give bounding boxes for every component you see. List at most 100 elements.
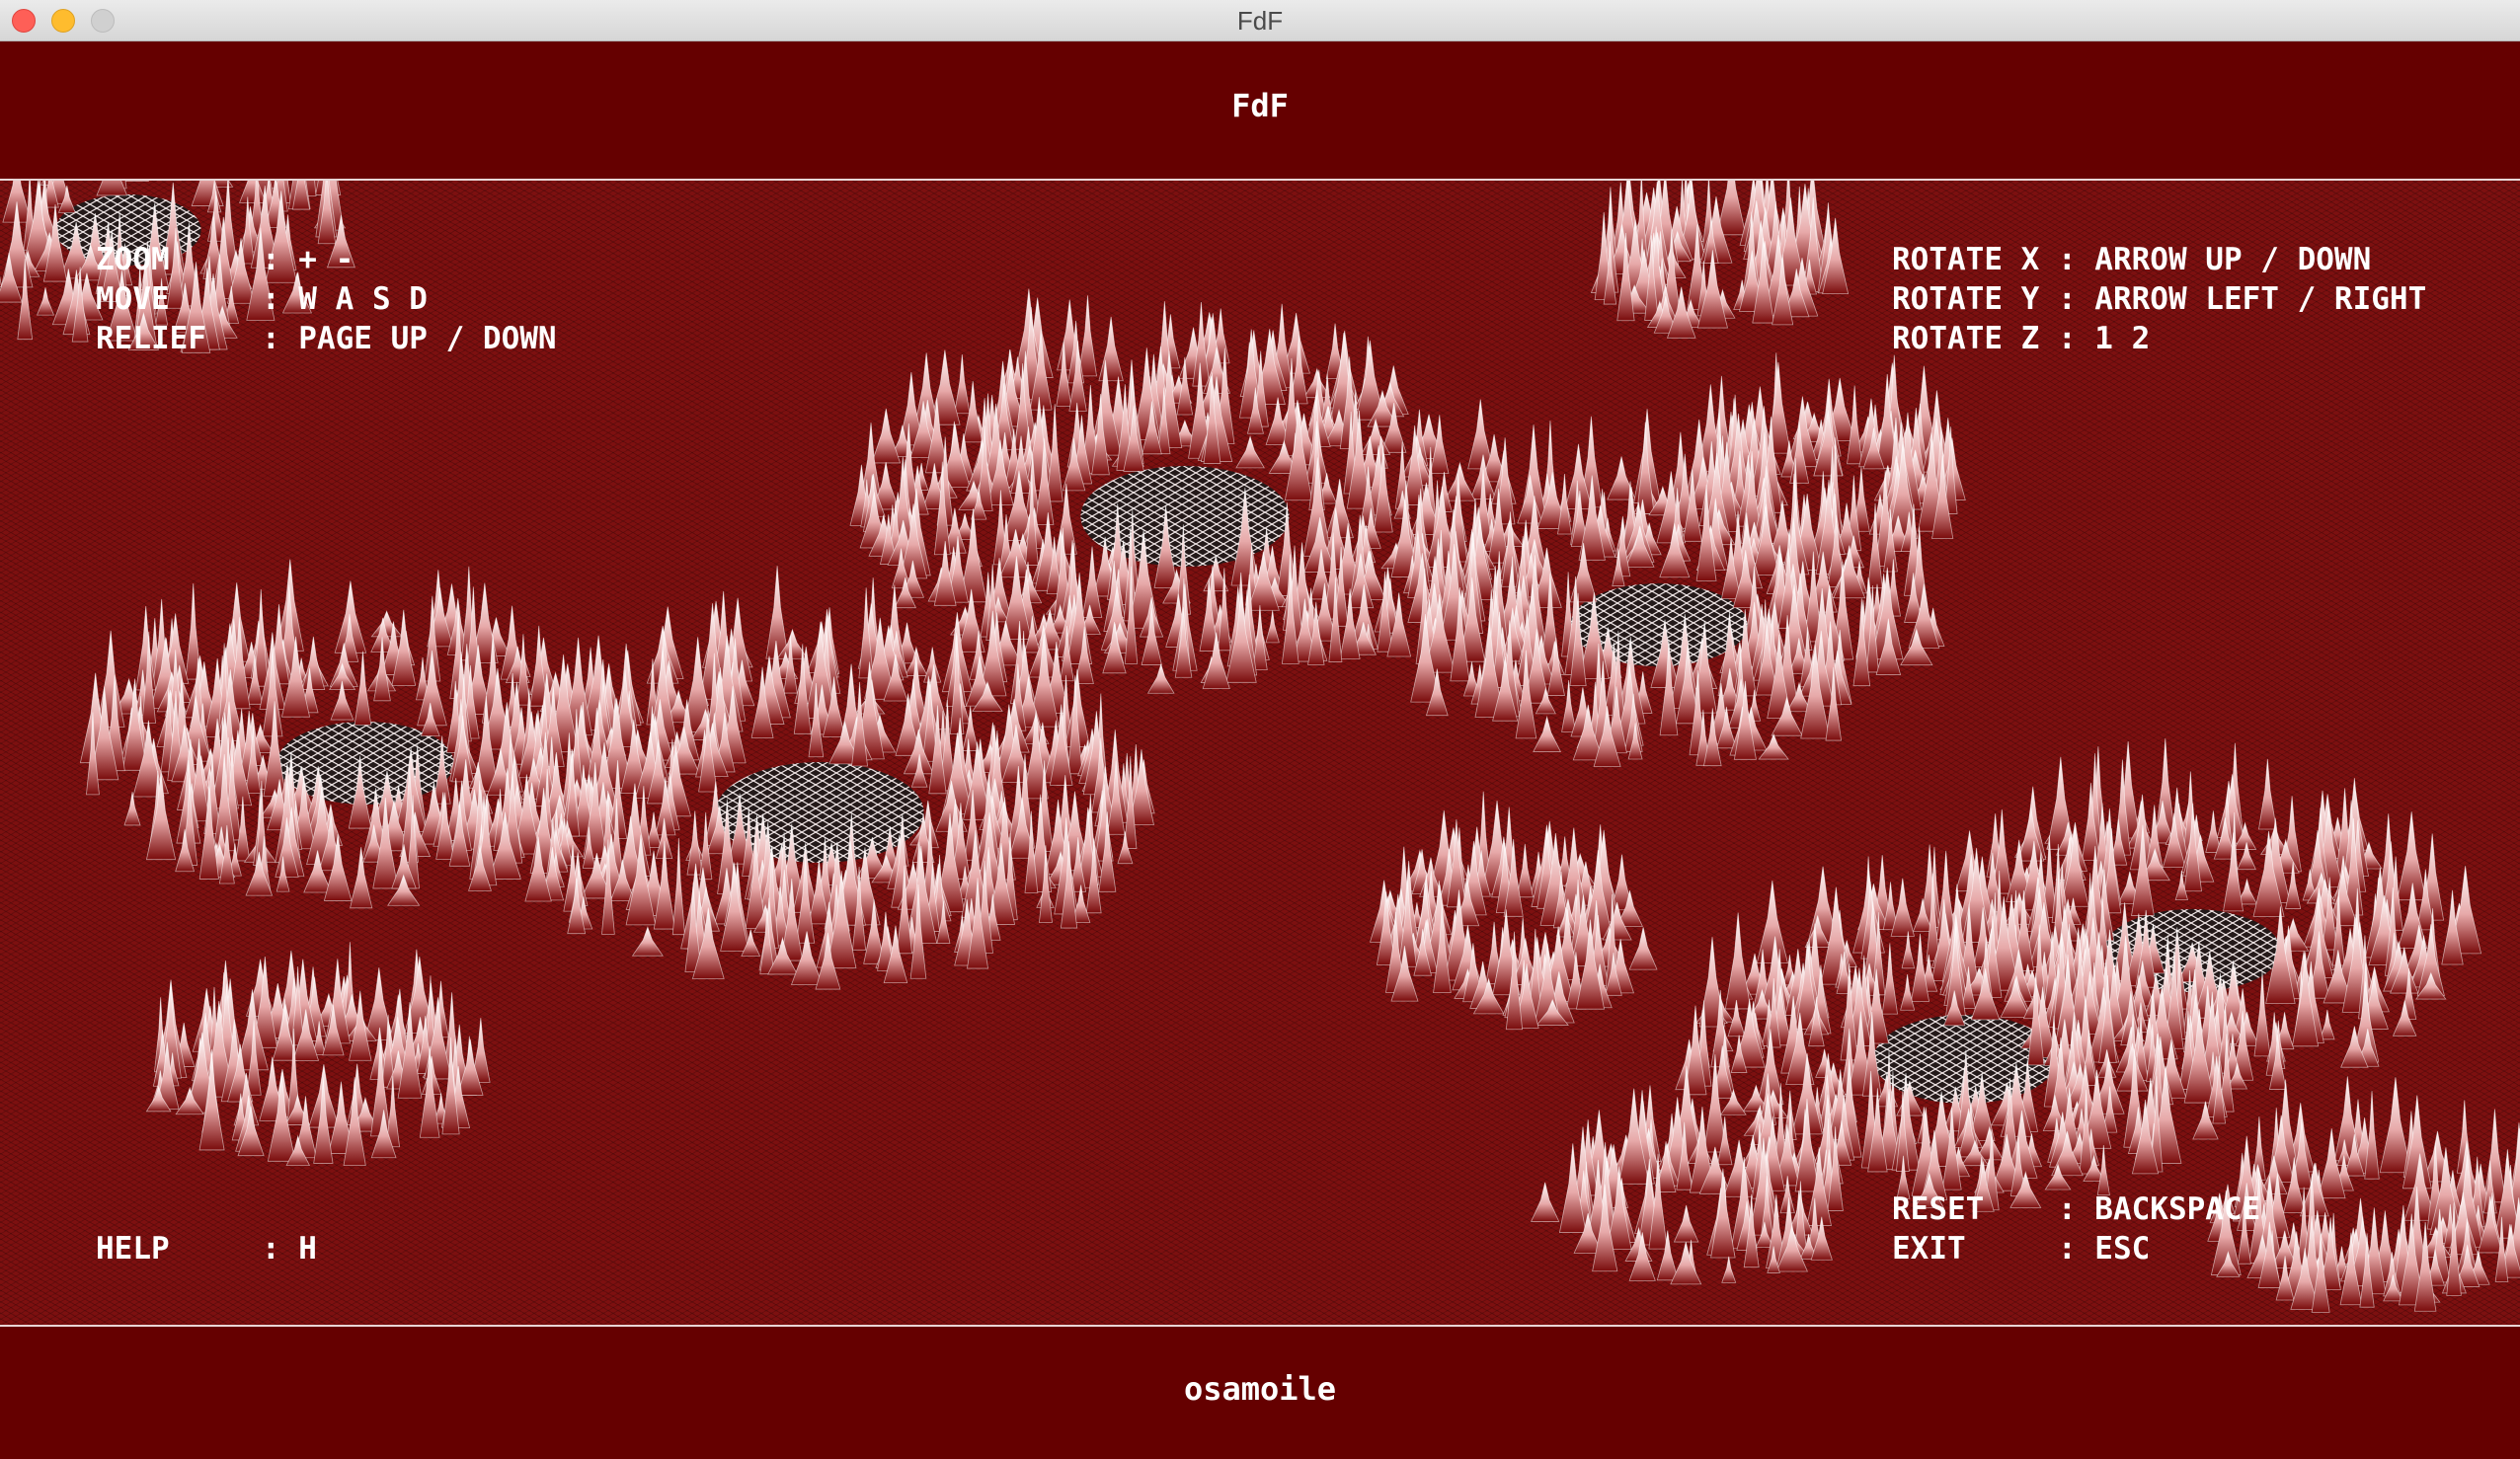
terrain-spike [765,566,789,659]
terrain-spike [1670,1242,1702,1285]
terrain-spike [631,925,664,957]
terrain-spike [123,792,141,826]
terrain-spike [2232,1010,2254,1081]
terrain-spike [979,610,1007,697]
terrain-spike [96,630,125,728]
terrain-spike [1721,1256,1737,1283]
terrain-spike [2027,972,2045,1066]
terrain-spike [448,801,471,867]
terrain-spike [1592,1184,1618,1272]
render-viewport[interactable]: ZOOM : + - MOVE : W A S D RELIEF : PAGE … [0,181,2520,1325]
footer-divider [0,1325,2520,1327]
exit-hint: EXIT : ESC [1892,1231,2151,1267]
terrain-spike [653,840,675,930]
terrain-spike [1535,686,1556,715]
terrain-spike [2096,1144,2110,1196]
terrain-spike [42,204,68,282]
terrain-spike [986,842,1016,925]
terrain-spike [2331,888,2345,966]
terrain-spike [385,1075,401,1148]
terrain-spike [883,653,908,702]
terrain-spike [275,817,299,878]
terrain-spike [986,439,1014,505]
terrain-spike [1883,508,1898,573]
wireframe-terrain [0,181,2520,1313]
terrain-spike [1910,933,1930,1002]
terrain-spike [1901,931,1916,969]
terrain-spike [354,651,372,726]
terrain-spike [2259,1155,2288,1194]
terrain-spike [1733,680,1757,760]
terrain-spike [1561,679,1577,732]
zoom-window-button[interactable] [91,9,115,33]
terrain-spike [1771,695,1803,736]
terrain-spike [2006,1110,2038,1179]
terrain-spike [457,1038,484,1096]
terrain-spike [1772,254,1794,326]
close-window-button[interactable] [12,9,36,33]
terrain-spike [1142,401,1162,455]
terrain-spike [1176,356,1194,416]
rotate-x-hint: ROTATE X : ARROW UP / DOWN [1892,242,2372,277]
terrain-spike [420,702,440,737]
terrain-spike [1070,884,1091,923]
terrain-spike [1616,232,1635,322]
terrain-spike [1943,990,1966,1027]
terrain-spike [301,636,326,690]
terrain-spike [1024,810,1039,893]
terrain-spike [959,508,987,603]
terrain-spike [1246,387,1264,434]
terrain-spike [2135,909,2158,988]
terrain-spike [1624,525,1655,568]
terrain-spike [691,907,725,979]
terrain-spike [2402,1095,2432,1190]
terrain-spike [808,682,825,758]
terrain-spike [313,1077,334,1164]
terrain-spike [245,851,274,896]
terrain-spike [947,536,969,603]
terrain-spike [1800,644,1831,739]
terrain-spike [1174,607,1193,678]
terrain-spike [2339,1232,2363,1306]
terrain-spike [2162,812,2186,869]
terrain-spike [1558,1143,1587,1233]
window-titlebar[interactable]: FdF [0,0,2520,41]
terrain-spike [1203,372,1221,464]
terrain-spike [2223,832,2244,912]
terrain-spike [1281,572,1299,664]
terrain-spike [1339,588,1361,659]
terrain-spike [349,990,372,1061]
terrain-spike [1659,640,1679,736]
minimize-window-button[interactable] [51,9,75,33]
terrain-spike [1557,474,1572,535]
terrain-spike [1867,502,1883,589]
terrain-spike [541,686,565,767]
terrain-spike [1961,966,1976,1009]
terrain-spike [0,275,2,287]
terrain-spike [1710,1168,1736,1259]
terrain-spike [815,932,841,990]
terrain-spike [1444,461,1476,501]
terrain-spike [1328,576,1343,662]
terrain-spike [1532,547,1562,608]
terrain-spike [699,811,713,881]
terrain-spike [1881,943,1898,1015]
terrain-spike [2101,828,2122,914]
terrain-spike [370,1110,397,1159]
terrain-spike [145,771,177,861]
terrain-spike [1252,604,1268,670]
terrain-spike [1398,881,1418,967]
terrain-spike [934,812,966,913]
terrain-spike [2392,1000,2417,1037]
terrain-spike [1282,312,1310,374]
terrain-spike [601,839,615,935]
terrain-spike [247,655,264,705]
terrain-spike [2236,878,2258,905]
terrain-spike [871,408,902,464]
terrain-spike [1945,926,1966,1017]
terrain-spike [285,1134,311,1167]
terrain-spike [852,867,867,951]
terrain-spike [2150,1076,2164,1173]
terrain-spike [1578,475,1606,561]
